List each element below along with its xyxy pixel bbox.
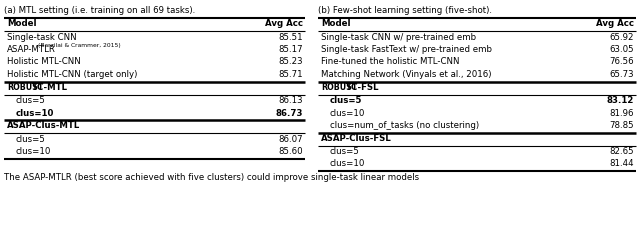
Text: Model: Model	[321, 19, 351, 29]
Text: 86.73: 86.73	[275, 108, 303, 118]
Text: clus=num_of_tasks (no clustering): clus=num_of_tasks (no clustering)	[330, 121, 479, 130]
Text: Fine-tuned the holistic MTL-CNN: Fine-tuned the holistic MTL-CNN	[321, 58, 460, 66]
Text: Matching Network (Vinyals et al., 2016): Matching Network (Vinyals et al., 2016)	[321, 70, 492, 79]
Text: clus=10: clus=10	[330, 160, 365, 168]
Text: 63.05: 63.05	[609, 45, 634, 54]
Text: ROBUST: ROBUST	[7, 83, 44, 92]
Text: 86.13: 86.13	[278, 96, 303, 105]
Text: Holistic MTL-CNN: Holistic MTL-CNN	[7, 58, 81, 66]
Text: Single-task FastText w/ pre-trained emb: Single-task FastText w/ pre-trained emb	[321, 45, 492, 54]
Text: Holistic MTL-CNN (target only): Holistic MTL-CNN (target only)	[7, 70, 138, 79]
Text: clus=5: clus=5	[330, 147, 360, 156]
Text: 78.85: 78.85	[609, 121, 634, 130]
Text: 85.23: 85.23	[278, 58, 303, 66]
Text: 85.71: 85.71	[278, 70, 303, 79]
Text: clus=10: clus=10	[16, 147, 51, 156]
Text: clus=5: clus=5	[330, 96, 362, 105]
Text: clus=10: clus=10	[16, 108, 54, 118]
Text: ROBUST: ROBUST	[321, 83, 357, 92]
Text: 76.56: 76.56	[609, 58, 634, 66]
Text: 82.65: 82.65	[609, 147, 634, 156]
Text: TC-FSL: TC-FSL	[346, 83, 380, 92]
Text: TC-MTL: TC-MTL	[32, 83, 68, 92]
Text: 81.96: 81.96	[609, 108, 634, 118]
Text: ASAP-Clus-MTL: ASAP-Clus-MTL	[7, 121, 80, 131]
Text: 83.12: 83.12	[607, 96, 634, 105]
Text: 65.73: 65.73	[609, 70, 634, 79]
Text: Single-task CNN w/ pre-trained emb: Single-task CNN w/ pre-trained emb	[321, 32, 476, 42]
Text: 85.51: 85.51	[278, 32, 303, 42]
Text: clus=5: clus=5	[16, 96, 46, 105]
Text: ASAP-Clus-FSL: ASAP-Clus-FSL	[321, 134, 392, 143]
Text: (b) Few-shot learning setting (five-shot).: (b) Few-shot learning setting (five-shot…	[318, 6, 492, 15]
Text: 86.07: 86.07	[278, 134, 303, 144]
Text: 81.44: 81.44	[609, 160, 634, 168]
Text: Avg Acc: Avg Acc	[265, 19, 303, 29]
Text: clus=10: clus=10	[330, 108, 365, 118]
Text: 85.17: 85.17	[278, 45, 303, 54]
Text: clus=5: clus=5	[16, 134, 46, 144]
Text: Avg Acc: Avg Acc	[596, 19, 634, 29]
Text: Single-task CNN: Single-task CNN	[7, 32, 77, 42]
Text: ASAP-MTLR: ASAP-MTLR	[7, 45, 56, 54]
Text: 85.60: 85.60	[278, 147, 303, 156]
Text: Model: Model	[7, 19, 36, 29]
Text: (Barzilai & Crammer, 2015): (Barzilai & Crammer, 2015)	[38, 43, 121, 48]
Text: 65.92: 65.92	[609, 32, 634, 42]
Text: The ASAP-MTLR (best score achieved with five clusters) could improve single-task: The ASAP-MTLR (best score achieved with …	[4, 173, 419, 182]
Text: (a) MTL setting (i.e. training on all 69 tasks).: (a) MTL setting (i.e. training on all 69…	[4, 6, 195, 15]
